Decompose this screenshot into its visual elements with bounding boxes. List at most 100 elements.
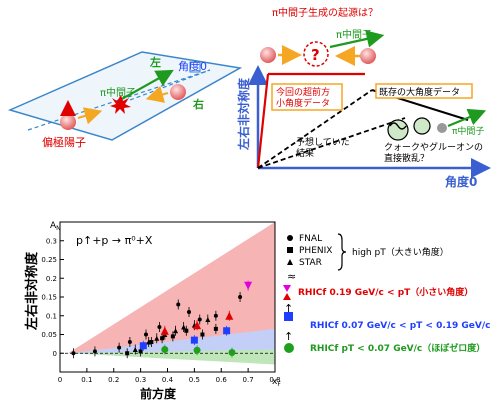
x-tick-label: 0.6: [216, 376, 228, 384]
y-tick-label: 0.3: [46, 237, 57, 245]
quark-line1: クォークやグルーオンの: [384, 141, 483, 153]
x-tick-label: 0.1: [81, 376, 92, 384]
polarized-proton-icon: [60, 114, 76, 130]
angle-zero-box: [189, 61, 201, 73]
data-point-0-2: [117, 345, 122, 350]
data-point-1-6: [200, 332, 205, 337]
forward-red-line: [256, 73, 270, 169]
data-point-6-0: [161, 346, 169, 353]
pion-arrow: [119, 69, 174, 101]
expected-line2: 結果: [296, 147, 314, 159]
legend-rhicf-low-marker: [284, 343, 294, 353]
reaction-label: p↑+p → π⁰+X: [76, 234, 153, 247]
legend-rhicf-high-up-marker: [283, 293, 291, 300]
data-point-1-3: [160, 336, 165, 341]
top-proton-right-icon: [360, 48, 376, 64]
legend-brace: [337, 233, 347, 271]
pion-label: π中間子: [100, 86, 136, 99]
legend-fnal: FNAL: [299, 234, 322, 244]
data-point-5-0: [139, 342, 147, 350]
arrow-up-2: ↑: [284, 330, 293, 343]
data-point-0-4: [144, 332, 148, 337]
legend-rhicf-mid-marker: [284, 312, 293, 321]
x-tick-label: 0.2: [108, 376, 119, 384]
x-tick-label: 0.3: [135, 376, 146, 384]
y-tick-label: 0.25: [41, 256, 57, 264]
expected-dashed-line: [257, 89, 373, 169]
data-point-0-3: [127, 340, 132, 344]
data-point-2-1: [146, 339, 152, 345]
data-point-0-6: [176, 302, 181, 307]
large-angle-label: 既存の大角度データ: [379, 86, 460, 98]
right-label: 右: [192, 97, 204, 111]
forward-data-line2: 小角度データ: [276, 97, 330, 109]
data-point-6-2: [228, 349, 236, 356]
quark-line2: 直接散乱？: [384, 152, 429, 164]
gluon-cluster-right-icon: [413, 117, 431, 135]
quark-dot-icon: [437, 123, 447, 133]
target-proton-arrow: [145, 85, 169, 103]
data-point-1-2: [149, 340, 154, 344]
panel-c-x-label: 前方度: [140, 386, 177, 401]
chart-points: [71, 280, 253, 359]
data-point-0-10: [238, 295, 243, 299]
legend-star-marker: [287, 259, 293, 265]
y-tick-label: 0.05: [41, 331, 57, 339]
rhicf-high-label: RHICf 0.19 GeV/c < pT（小さい角度）: [298, 286, 473, 298]
data-point-2-4: [173, 328, 179, 334]
approx-sign: ≈: [287, 270, 296, 283]
data-point-2-0: [132, 347, 138, 352]
data-point-1-0: [125, 351, 130, 356]
chart-legend: FNAL PHENIX STAR high pT（大きい角度） ≈ RHICf …: [283, 233, 491, 354]
band-low: [68, 349, 275, 365]
data-point-6-1: [193, 346, 201, 354]
data-point-5-2: [223, 327, 231, 335]
top-pion-label: π中間子: [336, 28, 372, 41]
data-point-0-7: [187, 310, 191, 314]
forward-data-box: [271, 83, 343, 111]
origin-question: π中間子生成の起源は？: [272, 6, 378, 19]
x-tick-label: 0.7: [243, 376, 254, 384]
gluon-cluster-left-icon: [387, 119, 409, 141]
unknown-process-icon: [303, 41, 329, 67]
bottom-pion-label: π中間子: [452, 125, 484, 137]
band-high: [68, 222, 275, 354]
data-point-0-0: [71, 351, 76, 356]
question-mark-icon: ?: [311, 46, 320, 64]
left-label: 左: [149, 55, 161, 69]
x-tick-label: 0.8: [269, 376, 280, 384]
data-point-0-5: [157, 325, 162, 329]
panel-a-beam-diagram: 角度0 左 右 π中間子 偏極陽子: [7, 51, 243, 149]
legend-rhicf-high-down-marker: [283, 285, 291, 292]
data-point-5-1: [190, 336, 198, 344]
gluon-spring-icon: [389, 122, 407, 130]
xf-axis-label: xF: [272, 377, 281, 388]
data-point-3-1: [193, 321, 202, 330]
large-angle-dashed-line: [257, 117, 406, 169]
data-point-1-5: [184, 328, 189, 333]
data-point-1-1: [138, 349, 143, 354]
arrow-up-1: ↑: [284, 302, 293, 315]
data-point-2-7: [205, 317, 211, 322]
x-tick-label: 0: [58, 376, 62, 384]
data-point-0-8: [197, 317, 202, 322]
data-point-2-2: [154, 335, 160, 341]
top-pion-arrow: [329, 30, 385, 49]
y-tick-label: 0: [53, 350, 57, 358]
data-point-0-1: [92, 349, 97, 354]
legend-phenix-marker: [287, 247, 293, 253]
rhicf-low-label: RHICf pT < 0.07 GeV/c（ほぼゼロ度）: [310, 342, 485, 354]
data-point-1-4: [170, 334, 175, 339]
x-tick-label: 0.5: [189, 376, 200, 384]
panel-b-y-label: 左右非対称度: [236, 77, 251, 151]
an-axis-label: AN: [50, 221, 61, 232]
angle-zero-label: 角度0: [178, 59, 207, 73]
large-angle-box: [375, 83, 473, 99]
chart-axes: 0 0.1 0.2 0.3 0.4 0.5 0.6 0.7 0.8 0 0.05 0.1 0.15 0.2…: [41, 221, 281, 384]
y-tick-label: 0.15: [41, 294, 57, 302]
legend-fnal-marker: [287, 235, 293, 241]
legend-star: STAR: [299, 258, 322, 268]
data-point-0-9: [213, 313, 218, 318]
x-tick-label: 0.4: [162, 376, 174, 384]
data-point-2-5: [181, 324, 187, 330]
